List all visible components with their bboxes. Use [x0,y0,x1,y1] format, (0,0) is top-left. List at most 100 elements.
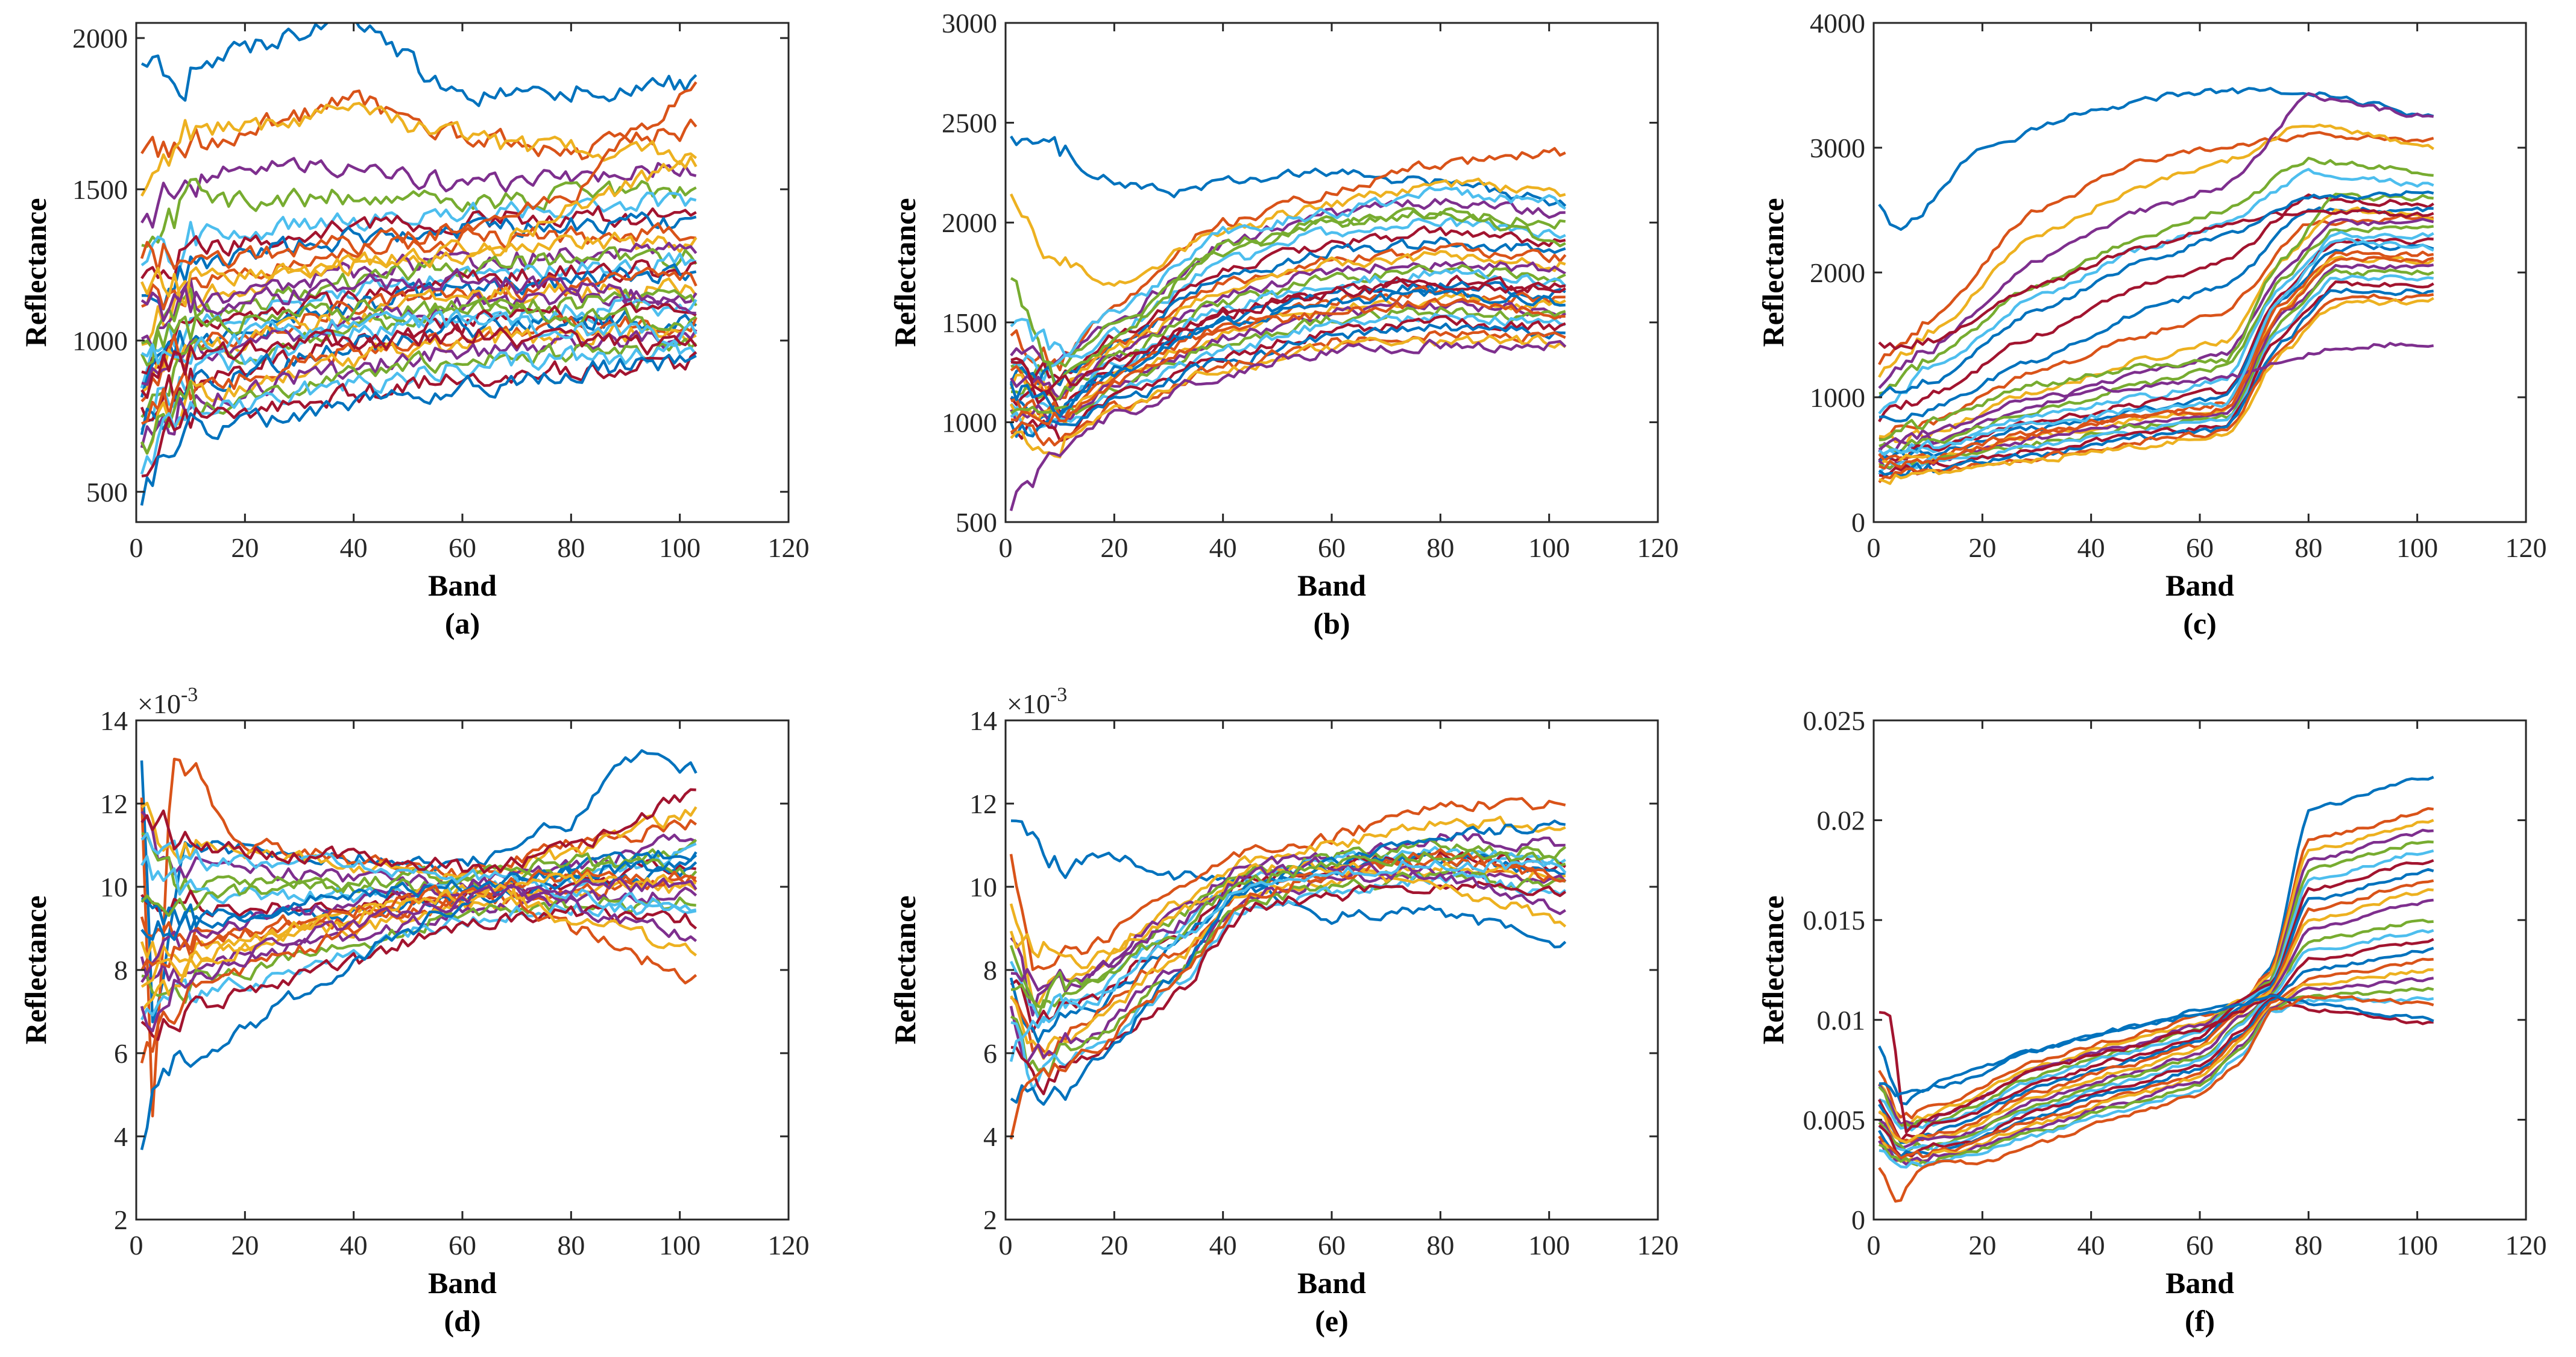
x-tick-label: 60 [2186,532,2214,563]
y-axis-label: Reflectance [19,895,52,1044]
x-tick-label: 60 [1318,1230,1346,1261]
x-tick-label: 100 [2396,532,2438,563]
y-tick-label: 3000 [1810,133,1865,163]
y-exponent-power: -3 [181,684,198,706]
y-tick-label: 2 [114,1204,128,1235]
series-line-7 [140,205,697,281]
series-line-20 [1878,996,2434,1169]
series-line-2 [140,757,698,1118]
y-tick-label: 2 [983,1204,997,1235]
series-line-2 [1878,807,2434,1119]
series-line-31 [140,156,698,307]
series-line-18 [141,287,698,386]
x-tick-label: 20 [1968,1230,1996,1261]
series-line-21 [1878,993,2434,1134]
x-axis-label: Band [1297,568,1366,602]
y-tick-label: 2000 [942,207,997,238]
x-tick-label: 120 [768,1230,810,1261]
series-line-5 [1878,157,2434,395]
series-line-18 [1878,977,2434,1166]
chart-d: 0 20 40 60 80 100 120 2 4 6 8 10 12 14 ×10-3 Band Reflec… [19,684,810,1338]
series-line-22 [1009,323,1566,438]
series-line-29 [140,353,697,506]
series-line-14 [141,259,697,375]
series-line-17 [140,881,698,1012]
series-line-1 [1877,775,2434,1106]
series-line-21 [140,788,696,874]
y-tick-label: 4 [983,1121,997,1152]
series-line-23 [140,869,697,971]
y-tick-label: 500 [956,507,997,538]
series-line-25 [140,877,698,1033]
x-axis-label: Band [1297,1266,1366,1300]
x-tick-label: 20 [231,532,259,563]
x-axis-label: Band [428,568,497,602]
series-line-17 [1009,292,1566,425]
y-tick-label: 8 [114,955,128,986]
series-line-22 [1878,288,2434,477]
series-line-4 [1878,92,2434,389]
y-tick-label: 0.005 [1803,1104,1866,1135]
chart-a: 0 20 40 60 80 100 120 500 1000 1500 2000 Band Reflec… [19,22,810,640]
x-axis-label: Band [2165,1266,2234,1300]
y-tick-label: 14 [100,705,128,736]
series-line-7 [1878,193,2434,423]
panel-label: (c) [2183,606,2217,640]
y-exponent-base: ×10 [137,688,181,719]
x-tick-label: 100 [1528,532,1570,563]
series-line-13 [1010,871,1567,1091]
x-tick-label: 0 [999,1230,1013,1261]
y-tick-label: 4000 [1810,8,1865,39]
series-group [1877,775,2434,1203]
y-exponent-label: ×10-3 [137,684,198,719]
x-tick-label: 120 [1637,1230,1679,1261]
series-line-19 [1878,987,2434,1167]
series-line-24 [140,871,697,988]
panel-label: (e) [1315,1304,1349,1338]
series-line-18 [140,876,698,983]
series-line-21 [140,301,697,423]
y-tick-label: 6 [983,1038,997,1069]
series-line-1 [1878,87,2434,231]
series-line-7 [1877,859,2434,1142]
x-axis-label: Band [2165,568,2234,602]
y-tick-label: 3000 [942,8,997,39]
y-exponent-base: ×10 [1007,688,1050,719]
y-exponent-label: ×10-3 [1007,684,1067,719]
x-tick-label: 40 [340,1230,368,1261]
y-tick-label: 6 [114,1038,128,1069]
x-tick-label: 40 [2077,532,2105,563]
y-tick-label: 1000 [942,407,997,438]
x-tick-label: 120 [768,532,810,563]
y-tick-label: 0.015 [1803,905,1866,936]
x-tick-label: 0 [999,532,1013,563]
series-line-30 [140,81,698,273]
y-tick-label: 1500 [72,174,128,205]
y-tick-label: 0.02 [1817,805,1866,836]
series-line-1 [1010,135,1567,207]
series-line-30 [1010,297,1566,426]
series-line-8 [141,211,697,311]
y-tick-label: 14 [969,705,997,736]
x-tick-label: 0 [130,532,143,563]
y-axis-label: Reflectance [888,895,922,1044]
series-line-2 [1009,797,1566,971]
x-tick-label: 0 [130,1230,143,1261]
series-line-28 [1878,209,2434,350]
y-tick-label: 1500 [942,307,997,338]
series-line-16 [1009,848,1566,1140]
series-line-9 [1010,242,1567,399]
series-line-21 [1878,280,2434,477]
x-tick-label: 40 [1209,532,1237,563]
series-line-8 [1878,867,2434,1144]
series-group [1009,135,1567,511]
series-line-20 [1009,858,1567,1062]
x-tick-label: 60 [1318,532,1346,563]
y-tick-label: 0.025 [1803,705,1866,736]
x-tick-label: 60 [449,1230,476,1261]
series-line-10 [1878,888,2434,1144]
y-tick-label: 0 [1851,507,1865,538]
x-tick-label: 80 [2294,1230,2322,1261]
